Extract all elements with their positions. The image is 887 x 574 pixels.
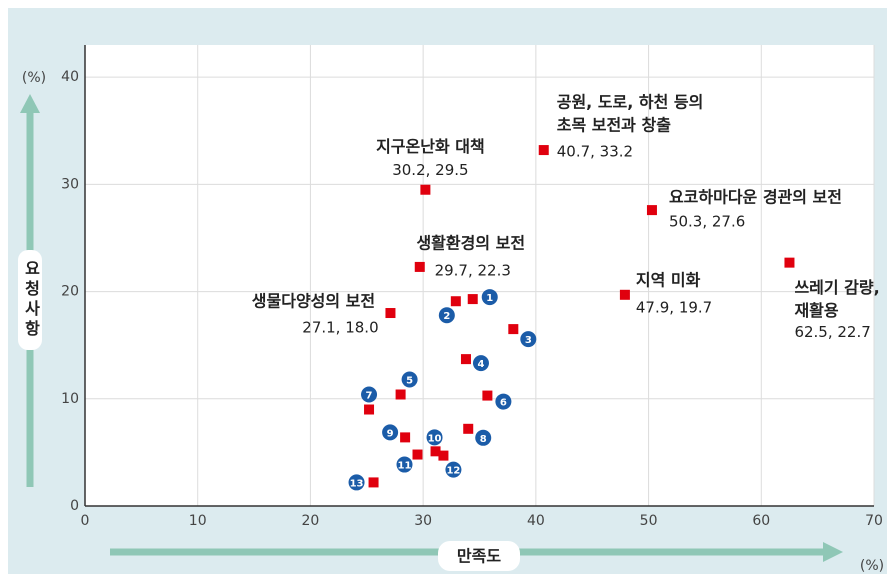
value-label: 27.1, 18.0 bbox=[302, 319, 378, 337]
point bbox=[467, 294, 478, 305]
point-name: 재활용 bbox=[794, 301, 838, 320]
point bbox=[364, 404, 375, 415]
y-axis-title: 요청사항 bbox=[22, 260, 41, 340]
y-label-box bbox=[18, 250, 42, 350]
point bbox=[450, 296, 461, 307]
badge-number: 5 bbox=[406, 376, 413, 387]
value-label: 62.5, 22.7 bbox=[794, 323, 870, 341]
point bbox=[438, 450, 449, 461]
point bbox=[385, 308, 396, 319]
y-tick-label: 0 bbox=[70, 498, 79, 514]
x-tick-label: 40 bbox=[527, 513, 545, 529]
x-tick-label: 70 bbox=[865, 513, 883, 529]
point bbox=[368, 477, 379, 488]
point-name: 지구온난화 대책 bbox=[376, 137, 485, 156]
x-tick-label: 20 bbox=[302, 513, 320, 529]
point bbox=[430, 446, 441, 457]
value-label: 40.7, 33.2 bbox=[557, 143, 633, 161]
value-label: 29.7, 22.3 bbox=[435, 261, 511, 279]
point-name: 초목 보전과 창출 bbox=[557, 116, 671, 135]
x-tick-label: 30 bbox=[414, 513, 432, 529]
point-name: 생물다양성의 보전 bbox=[252, 292, 375, 311]
point-name: 공원, 도로, 하천 등의 bbox=[557, 93, 704, 112]
badge-number: 10 bbox=[428, 433, 442, 444]
badge bbox=[472, 355, 489, 372]
badge-number: 8 bbox=[480, 434, 487, 445]
value-label: 50.3, 27.6 bbox=[669, 213, 745, 231]
x-axis-title: 만족도 bbox=[457, 547, 501, 566]
point-name: 요코하마다운 경관의 보전 bbox=[669, 188, 842, 207]
badge bbox=[348, 474, 365, 491]
point bbox=[538, 145, 549, 156]
badge bbox=[481, 289, 498, 306]
point bbox=[619, 289, 630, 300]
point bbox=[784, 257, 795, 268]
x-tick-label: 0 bbox=[81, 513, 90, 529]
point bbox=[460, 354, 471, 365]
x-label-box bbox=[438, 541, 520, 571]
badge-number: 3 bbox=[525, 335, 532, 346]
badge bbox=[445, 461, 462, 478]
badge bbox=[520, 331, 537, 348]
point bbox=[400, 432, 411, 443]
badge-number: 12 bbox=[446, 466, 460, 477]
badge-number: 7 bbox=[366, 391, 373, 402]
y-tick-label: 20 bbox=[61, 284, 79, 300]
y-unit: (%) bbox=[22, 70, 46, 86]
point bbox=[482, 390, 493, 401]
badge bbox=[401, 371, 418, 388]
x-tick-label: 50 bbox=[640, 513, 658, 529]
badge-number: 6 bbox=[500, 398, 507, 409]
point bbox=[412, 449, 423, 460]
y-tick-label: 40 bbox=[61, 69, 79, 85]
badge bbox=[475, 429, 492, 446]
point-name: 생활환경의 보전 bbox=[416, 233, 525, 252]
badge-number: 11 bbox=[398, 461, 412, 472]
x-arrow-head bbox=[823, 542, 843, 562]
badge-number: 13 bbox=[350, 478, 364, 489]
badge bbox=[396, 456, 413, 473]
point-name: 쓰레기 감량, bbox=[794, 278, 879, 297]
plot-area bbox=[85, 45, 874, 506]
point bbox=[508, 324, 519, 335]
badge bbox=[382, 424, 399, 441]
point bbox=[420, 184, 431, 195]
point bbox=[414, 261, 425, 272]
badge-number: 1 bbox=[486, 293, 493, 304]
y-tick-label: 10 bbox=[61, 391, 79, 407]
point bbox=[463, 423, 474, 434]
value-label: 30.2, 29.5 bbox=[392, 161, 468, 179]
badge-number: 2 bbox=[443, 311, 450, 322]
badge bbox=[495, 393, 512, 410]
point-name: 지역 미화 bbox=[636, 270, 701, 289]
x-unit: (%) bbox=[860, 558, 884, 574]
badge bbox=[438, 307, 455, 324]
badge-number: 9 bbox=[387, 428, 394, 439]
point bbox=[646, 205, 657, 216]
x-tick-label: 10 bbox=[189, 513, 207, 529]
point bbox=[395, 389, 406, 400]
value-label: 47.9, 19.7 bbox=[636, 298, 712, 316]
badge bbox=[426, 429, 443, 446]
y-arrow-head bbox=[20, 94, 40, 113]
x-tick-label: 60 bbox=[752, 513, 770, 529]
badge-number: 4 bbox=[477, 359, 484, 370]
y-tick-label: 30 bbox=[61, 176, 79, 192]
badge bbox=[361, 386, 378, 403]
